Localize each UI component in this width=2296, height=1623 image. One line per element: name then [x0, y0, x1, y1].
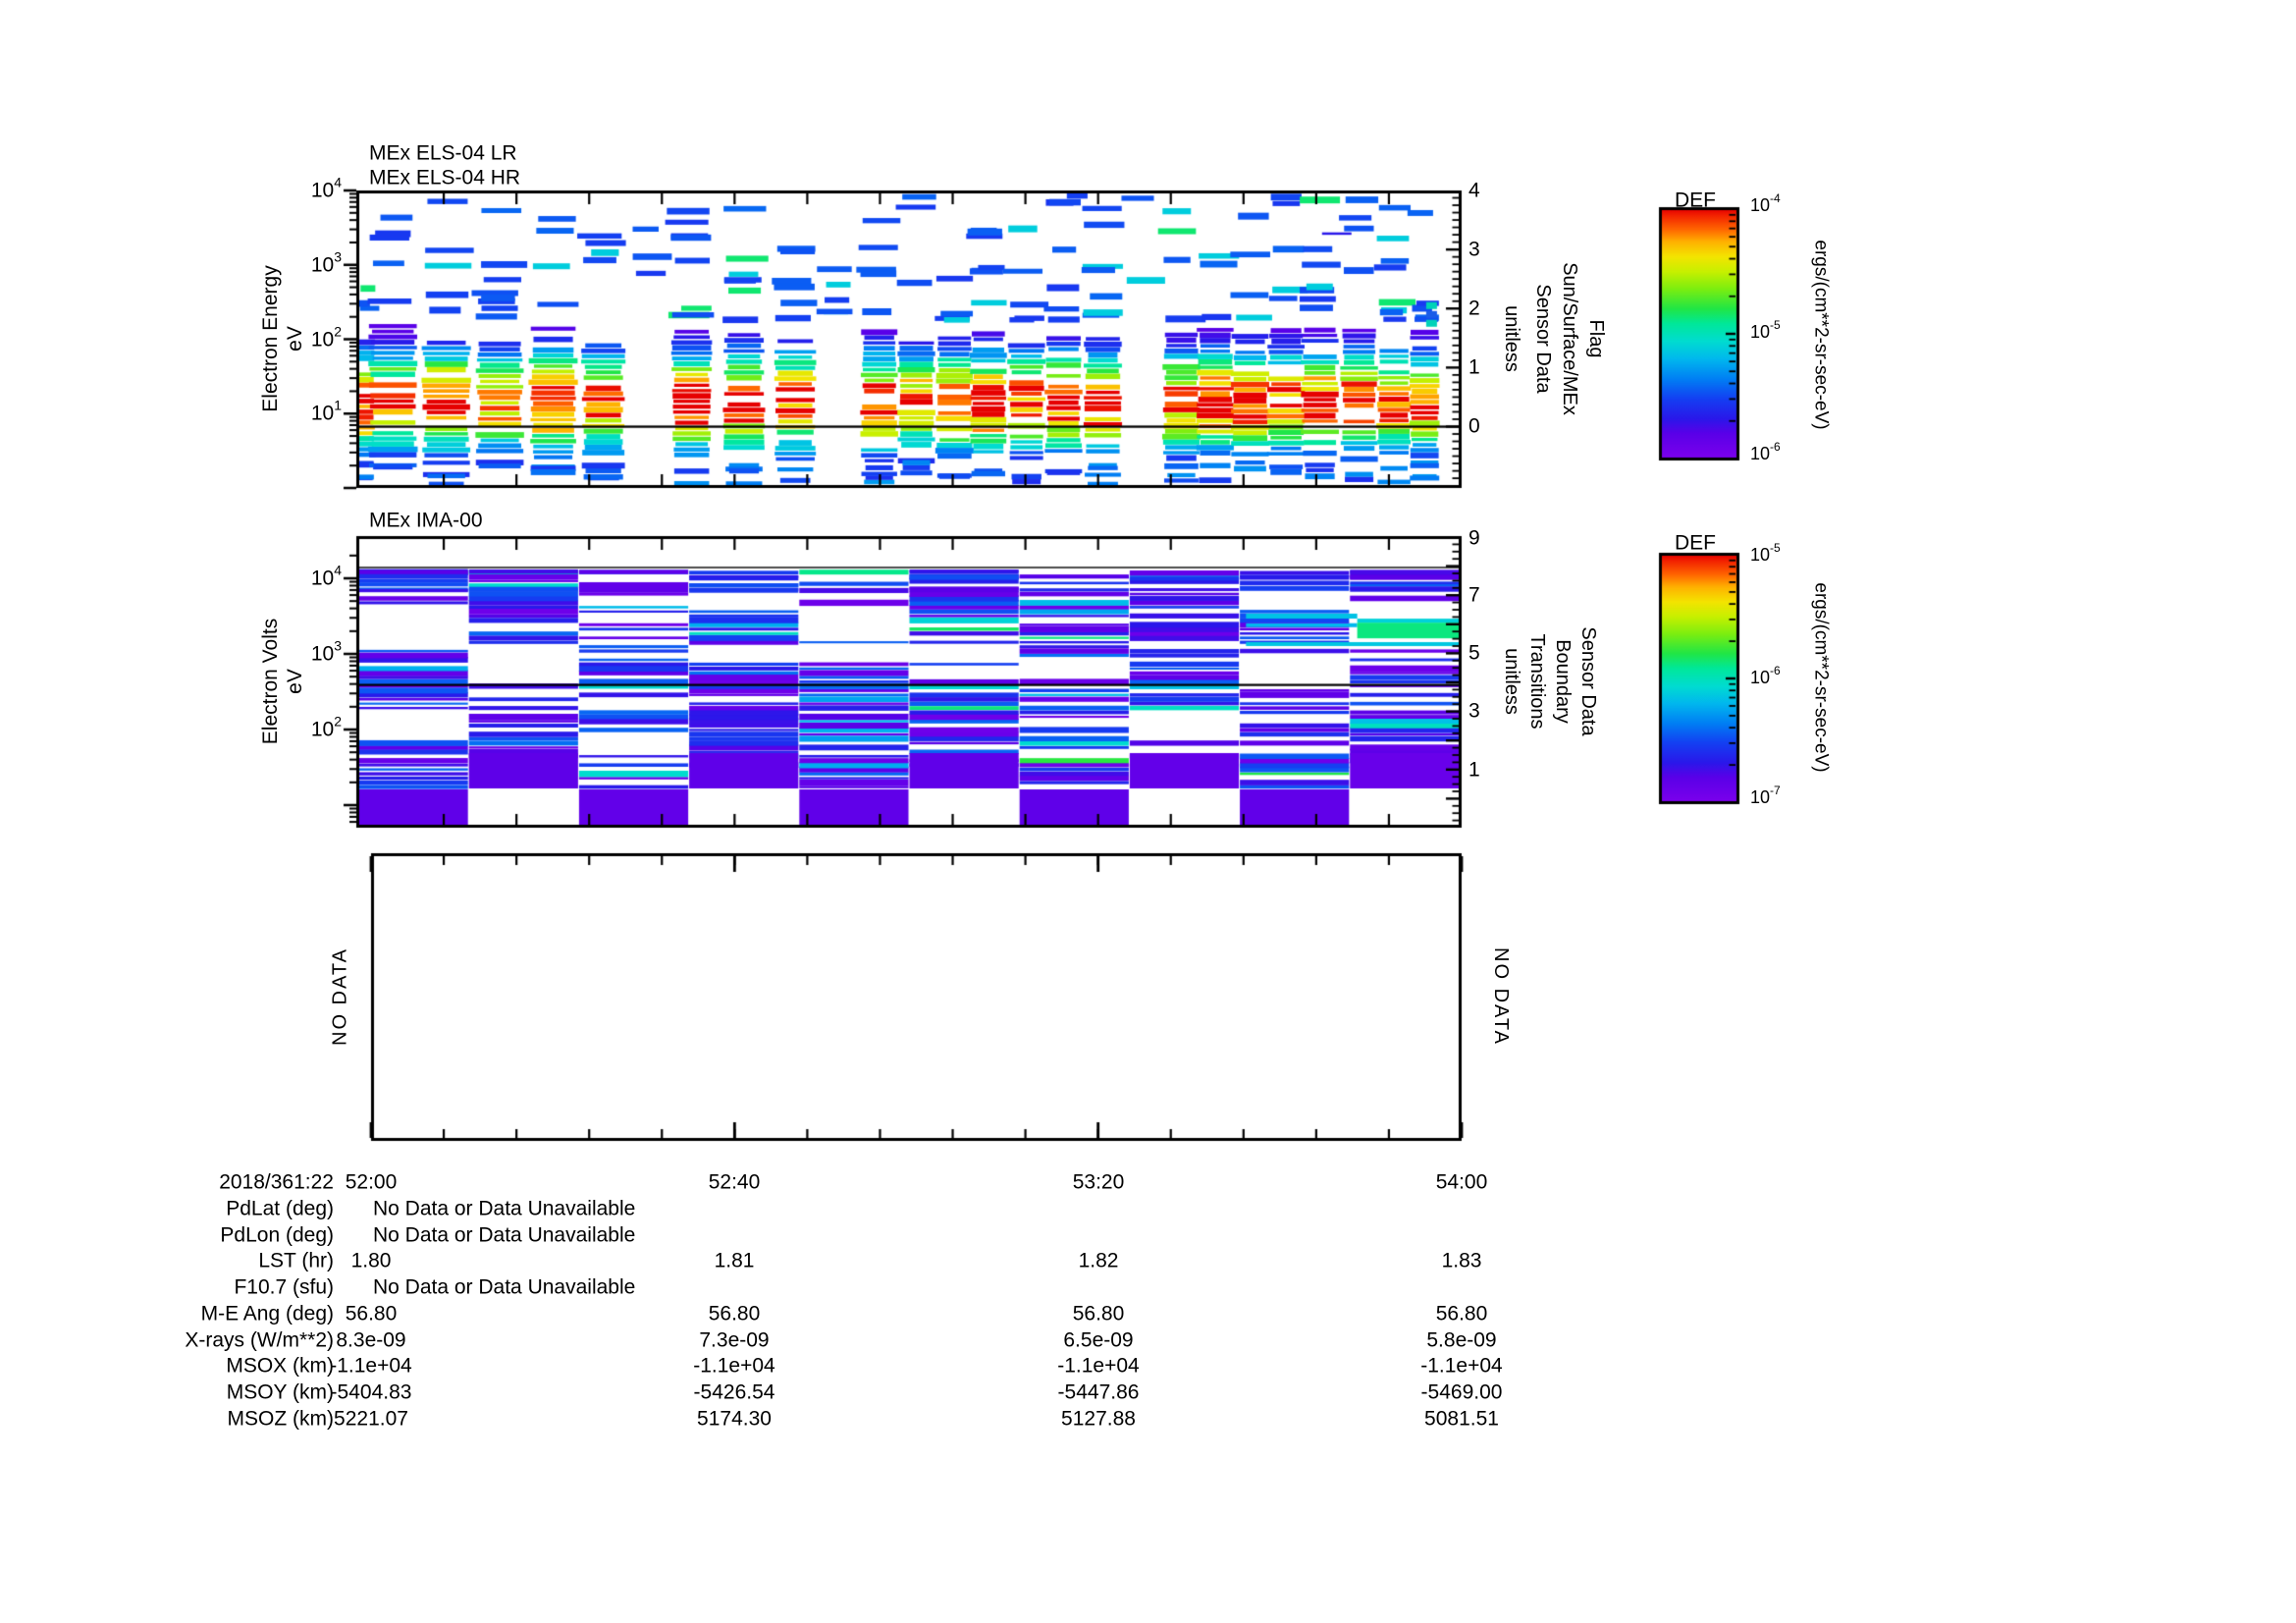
row-value-msoy-1: -5404.83 [330, 1380, 412, 1404]
row-value-meang-4: 56.80 [1435, 1302, 1488, 1325]
row-value-meang-3: 56.80 [1072, 1302, 1125, 1325]
row-value-lst-3: 1.82 [1078, 1249, 1119, 1272]
colorbar2-title: DEF [1675, 531, 1716, 555]
ima-right-label-transitions: Transitions [1526, 633, 1548, 730]
ima-ytick-1e3: 103 [310, 637, 342, 666]
row-label-msoz: MSOZ (km) [227, 1407, 334, 1431]
row-value-xrays-1: 8.3e-09 [336, 1328, 406, 1352]
els-right-label-sensor-data: Sensor Data [1532, 284, 1554, 394]
row-value-msoz-1: 5221.07 [334, 1407, 408, 1431]
no-data-label-right: NO DATA [1490, 947, 1512, 1046]
colorbar2-tick-top: 10-5 [1750, 541, 1781, 565]
row-value-pdlon: No Data or Data Unavailable [373, 1223, 636, 1247]
ima-ytick-1e2: 102 [310, 713, 342, 741]
row-value-msox-4: -1.1e+04 [1420, 1354, 1503, 1378]
els-ytick-1e4: 104 [310, 174, 342, 202]
time-tick-1: 52:00 [345, 1170, 398, 1194]
colorbar1-tick-top: 10-4 [1750, 191, 1781, 215]
row-label-msox: MSOX (km) [226, 1354, 334, 1378]
colorbar1-title: DEF [1675, 189, 1716, 212]
no-data-label-left: NO DATA [329, 947, 351, 1046]
row-value-lst-4: 1.83 [1441, 1249, 1482, 1272]
row-value-xrays-3: 6.5e-09 [1063, 1328, 1134, 1352]
ima-ytick-1e4: 104 [310, 562, 342, 590]
row-value-f107: No Data or Data Unavailable [373, 1275, 636, 1299]
row-label-lst: LST (hr) [258, 1249, 334, 1272]
els-ytick-1e2: 102 [310, 323, 342, 352]
row-value-lst-1: 1.80 [350, 1249, 392, 1272]
row-label-msoy: MSOY (km) [226, 1380, 334, 1404]
ima-right-label-sensor-data: Sensor Data [1577, 626, 1599, 736]
row-value-msoy-3: -5447.86 [1057, 1380, 1140, 1404]
ima-flag-tick-9: 9 [1468, 526, 1480, 550]
els-right-label-flag: Flag [1585, 319, 1607, 358]
ima-title: MEx IMA-00 [369, 509, 483, 532]
row-value-msoz-4: 5081.51 [1424, 1407, 1499, 1431]
row-label-pdlon: PdLon (deg) [220, 1223, 334, 1247]
row-value-meang-1: 56.80 [345, 1302, 398, 1325]
els-right-label-sun-surface-mex: Sun/Surface/MEx [1559, 262, 1580, 415]
ima-flag-tick-3: 3 [1468, 699, 1480, 723]
ima-right-label-unitless: unitless [1501, 648, 1522, 715]
colorbar2-tick-mid: 10-6 [1750, 664, 1781, 687]
row-label-xrays: X-rays (W/m**2) [185, 1328, 334, 1352]
row-label-meang: M-E Ang (deg) [200, 1302, 334, 1325]
row-value-xrays-4: 5.8e-09 [1426, 1328, 1497, 1352]
row-label-pdlat: PdLat (deg) [226, 1197, 334, 1220]
els-ytick-1e3: 103 [310, 248, 342, 277]
row-value-msoz-3: 5127.88 [1061, 1407, 1136, 1431]
els-flag-tick-1: 1 [1468, 355, 1480, 379]
row-value-msox-1: -1.1e+04 [330, 1354, 412, 1378]
time-tick-2: 52:40 [708, 1170, 761, 1194]
row-value-meang-2: 56.80 [708, 1302, 761, 1325]
ima-flag-tick-5: 5 [1468, 641, 1480, 665]
row-value-pdlat: No Data or Data Unavailable [373, 1197, 636, 1220]
ima-right-label-boundary: Boundary [1552, 639, 1574, 724]
ima-flag-tick-7: 7 [1468, 583, 1480, 607]
els-flag-tick-4: 4 [1468, 179, 1480, 202]
row-value-msoz-2: 5174.30 [697, 1407, 772, 1431]
colorbar1-tick-bottom: 10-6 [1750, 440, 1781, 463]
els-title-hr: MEx ELS-04 HR [369, 166, 521, 189]
els-flag-tick-0: 0 [1468, 414, 1480, 438]
row-value-msoy-2: -5426.54 [693, 1380, 775, 1404]
row-value-msoy-4: -5469.00 [1420, 1380, 1503, 1404]
colorbar2-unit-label: ergs/(cm**2-sr-sec-eV) [1810, 582, 1832, 773]
els-title-lr: MEx ELS-04 LR [369, 141, 517, 165]
colorbar2-tick-bottom: 10-7 [1750, 784, 1781, 807]
row-value-msox-3: -1.1e+04 [1057, 1354, 1140, 1378]
els-ytick-1e1: 101 [310, 397, 342, 425]
els-right-label-unitless: unitless [1501, 305, 1522, 372]
row-value-lst-2: 1.81 [714, 1249, 755, 1272]
els-flag-tick-2: 2 [1468, 297, 1480, 320]
time-tick-4: 54:00 [1435, 1170, 1488, 1194]
colorbar1-tick-mid: 10-5 [1750, 318, 1781, 342]
colorbar1-unit-label: ergs/(cm**2-sr-sec-eV) [1810, 240, 1832, 430]
row-label-f107: F10.7 (sfu) [234, 1275, 334, 1299]
ima-flag-tick-1: 1 [1468, 758, 1480, 782]
row-value-xrays-2: 7.3e-09 [699, 1328, 770, 1352]
els-flag-tick-3: 3 [1468, 238, 1480, 261]
date-label: 2018/361:22 [219, 1170, 334, 1194]
time-tick-3: 53:20 [1072, 1170, 1125, 1194]
row-value-msox-2: -1.1e+04 [693, 1354, 775, 1378]
